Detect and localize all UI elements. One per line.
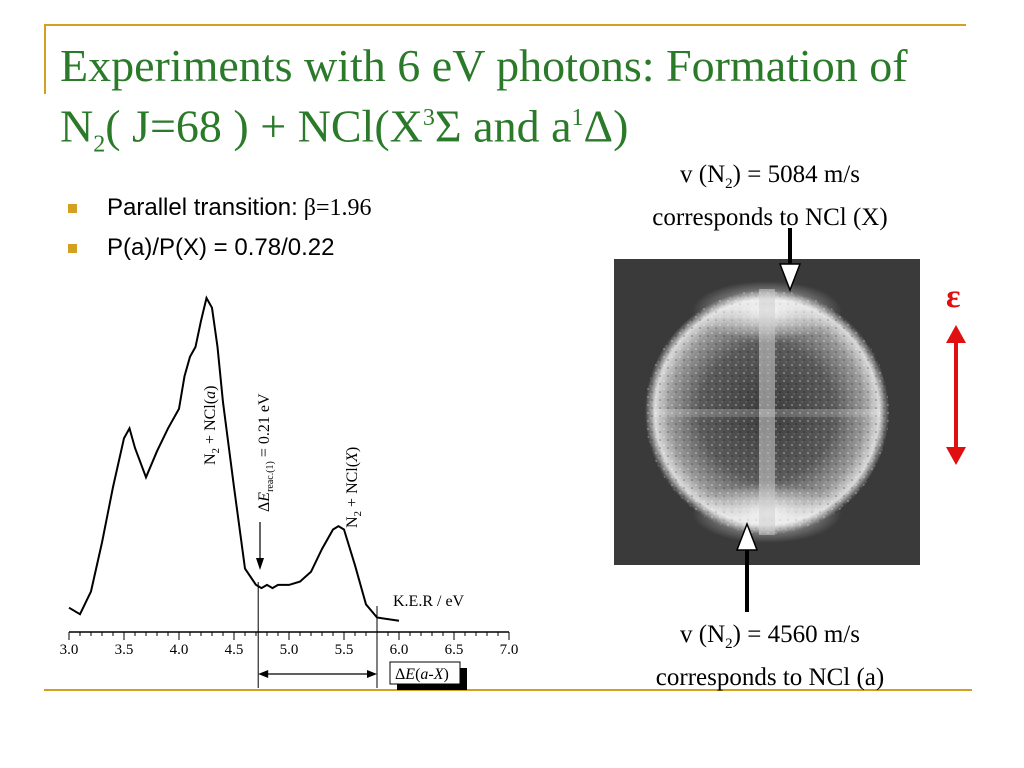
delta-e-reac-label: ΔEreac.(1) = 0.21 eV (256, 393, 276, 512)
bullet-label: P(a)/P(X) = 0.78/0.22 (107, 234, 335, 261)
caption-top: v (N2) = 5084 m/s corresponds to NCl (X) (610, 158, 930, 234)
frame-bottom-line (44, 689, 972, 691)
bullet-item: Parallel transition: β=1.96 (68, 188, 372, 228)
peak-x-label: N2 + NCl(X) (344, 447, 364, 528)
bottom-pointer-arrow-head (735, 521, 759, 551)
x-tick-label: 7.0 (500, 642, 519, 658)
bullet-marker (68, 243, 77, 253)
reac-arrow-head (256, 558, 264, 570)
caption-bottom-line-1: v (N2) = 4560 m/s (680, 621, 860, 652)
ker-spectrum-chart: 3.0 3.5 4.0 4.5 5.0 5.5 6.0 6.5 7.0 N2 + NCl(a) … (60, 295, 519, 690)
x-tick-label: 5.5 (335, 642, 354, 658)
delta-ax-label: ΔE(a-X) (395, 666, 449, 683)
x-tick-label: 4.5 (225, 642, 244, 658)
polarization-arrow-icon (946, 325, 966, 465)
x-tick-label: 6.0 (390, 642, 409, 658)
x-tick-label: 6.5 (445, 642, 464, 658)
image-horizontal-stripe (654, 409, 880, 417)
x-axis-label: K.E.R / eV (393, 593, 465, 610)
title-line-2: N2( J=68 ) + NCl(X3Σ and a1Δ) (60, 100, 629, 158)
caption-bottom: v (N2) = 4560 m/s corresponds to NCl (a) (610, 618, 930, 694)
peak-a-label: N2 + NCl(a) (202, 386, 222, 465)
velocity-map-image (614, 259, 920, 565)
bullet-label: Parallel transition: (107, 194, 298, 221)
slide-title: Experiments with 6 eV photons: Formation… (60, 40, 960, 171)
x-tick-label: 5.0 (280, 642, 299, 658)
image-center-stripe (759, 289, 775, 535)
delta-ax-box (389, 661, 461, 685)
beta-value: β=1.96 (303, 194, 372, 221)
bullet-list: Parallel transition: β=1.96 P(a)/P(X) = … (68, 188, 372, 268)
polarization-epsilon-symbol: ε (946, 278, 961, 315)
bullet-marker (68, 203, 77, 213)
caption-bottom-line-2: corresponds to NCl (a) (655, 664, 885, 691)
x-axis: 3.0 3.5 4.0 4.5 5.0 5.5 6.0 6.5 7.0 (60, 631, 519, 658)
frame-left-line (44, 24, 46, 94)
x-tick-label: 3.0 (60, 642, 79, 658)
caption-top-line-1: v (N2) = 5084 m/s (680, 161, 860, 192)
delta-ax-arrow-head-left (258, 670, 269, 678)
frame-top-line (44, 24, 966, 26)
top-pointer-arrow-head (778, 263, 802, 293)
caption-top-line-2: corresponds to NCl (X) (652, 204, 888, 231)
ker-spectrum-curve (68, 295, 400, 622)
x-tick-label: 4.0 (170, 642, 189, 658)
bullet-item: P(a)/P(X) = 0.78/0.22 (68, 228, 372, 268)
x-tick-label: 3.5 (115, 642, 134, 658)
velocity-map-graphic (645, 281, 889, 543)
delta-ax-arrow-head-right (367, 670, 377, 678)
title-line-1: Experiments with 6 eV photons: Formation… (60, 40, 908, 91)
